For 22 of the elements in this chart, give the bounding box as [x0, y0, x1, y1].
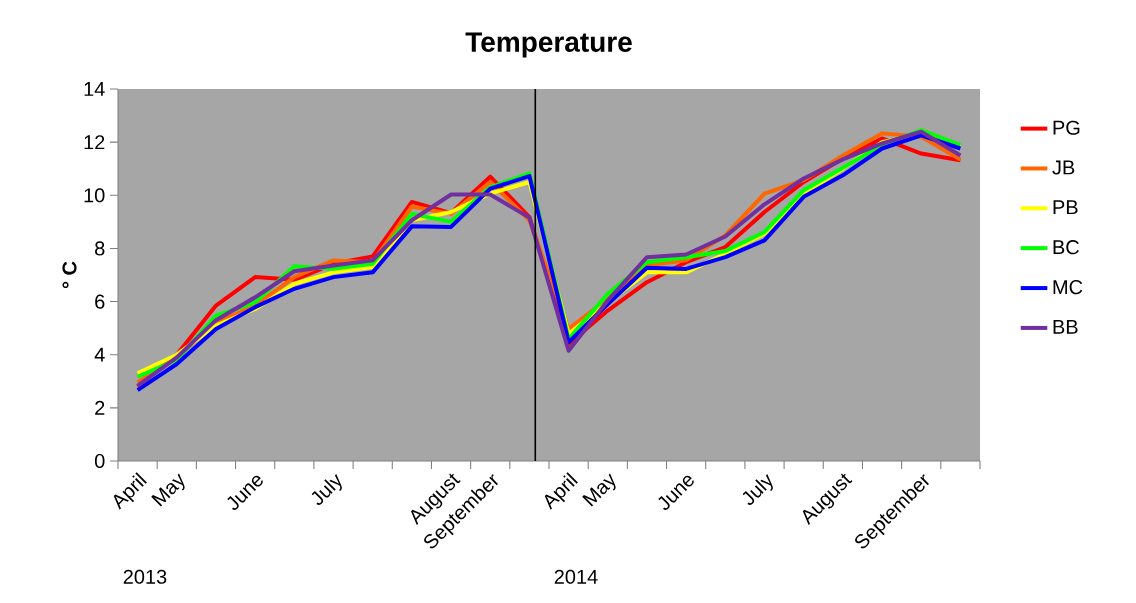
y-tick-label: 0: [94, 453, 105, 469]
legend-label: PG: [1053, 120, 1080, 135]
y-tick-label: 8: [95, 241, 105, 256]
legend-label: PB: [1053, 200, 1078, 215]
y-tick-label: 12: [84, 135, 105, 150]
x-tick-label: May: [582, 473, 616, 507]
text: 2013: [123, 569, 167, 584]
legend-label: BB: [1053, 320, 1078, 334]
x-tick-label: May: [151, 473, 185, 507]
y-tick-label: 2: [95, 400, 105, 415]
y-tick-label: 6: [95, 294, 105, 309]
y-axis-title: ° C: [62, 261, 77, 289]
legend-label: JB: [1052, 160, 1075, 175]
x-tick-label: July: [311, 474, 342, 505]
x-tick-label: July: [742, 474, 773, 505]
y-tick-label: 14: [84, 82, 105, 96]
y-tick-label: 4: [94, 347, 105, 362]
legend-label: MC: [1053, 280, 1083, 295]
y-tick-label: 10: [84, 188, 105, 203]
chart-title: Temperature: [465, 32, 632, 58]
text: 2014: [554, 569, 598, 584]
legend-label: BC: [1053, 240, 1079, 255]
